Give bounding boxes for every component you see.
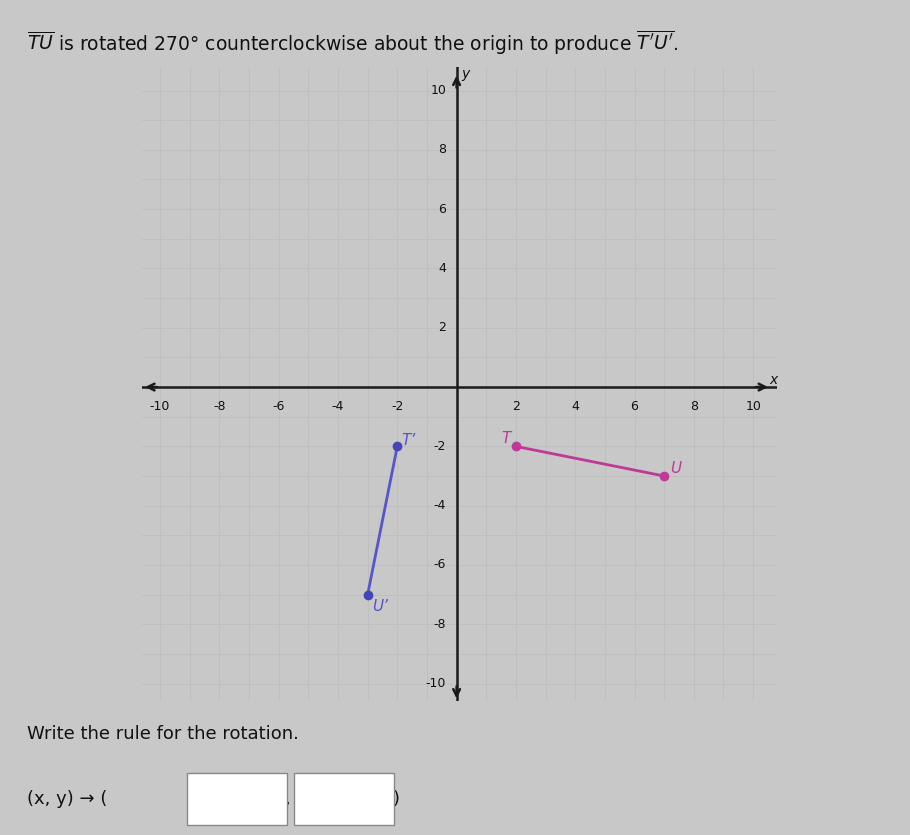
Text: (x, y) → (: (x, y) → ( [27,790,107,807]
FancyBboxPatch shape [294,773,394,825]
Text: T’: T’ [401,433,416,448]
Text: -8: -8 [434,618,446,630]
Text: 2: 2 [512,401,520,413]
FancyBboxPatch shape [187,773,287,825]
Text: Write the rule for the rotation.: Write the rule for the rotation. [27,725,299,743]
Text: 10: 10 [430,84,446,97]
Text: -2: -2 [434,440,446,453]
Text: y: y [461,67,470,81]
Text: x: x [770,372,778,387]
Text: -2: -2 [391,401,403,413]
Text: -10: -10 [150,401,170,413]
Text: $\overline{TU}$ is rotated 270° counterclockwise about the origin to produce $\o: $\overline{TU}$ is rotated 270° counterc… [27,29,679,58]
Text: 2: 2 [439,321,446,334]
Text: -8: -8 [213,401,226,413]
Text: U’: U’ [372,599,388,614]
Text: T: T [501,432,511,447]
Text: -10: -10 [426,677,446,690]
Text: ,: , [285,790,290,807]
Text: 10: 10 [745,401,761,413]
Text: 6: 6 [631,401,639,413]
Text: 6: 6 [439,203,446,215]
Text: -4: -4 [434,499,446,512]
Text: -6: -6 [434,559,446,571]
Text: 8: 8 [439,144,446,156]
Text: U: U [670,461,682,476]
Text: 4: 4 [571,401,579,413]
Text: -4: -4 [332,401,344,413]
Text: 4: 4 [439,262,446,275]
Text: -6: -6 [272,401,285,413]
Text: ): ) [392,790,399,807]
Text: 8: 8 [690,401,698,413]
